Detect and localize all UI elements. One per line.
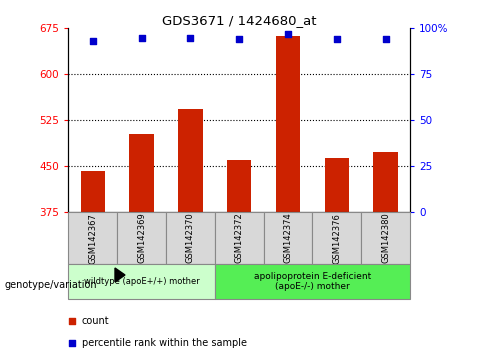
Bar bbox=[312, 212, 361, 264]
Text: wildtype (apoE+/+) mother: wildtype (apoE+/+) mother bbox=[83, 277, 200, 286]
Bar bbox=[227, 160, 251, 212]
Point bbox=[89, 38, 97, 44]
Polygon shape bbox=[115, 268, 125, 282]
Bar bbox=[117, 212, 166, 264]
Bar bbox=[373, 152, 398, 212]
Text: GSM142374: GSM142374 bbox=[284, 213, 292, 263]
Text: GSM142370: GSM142370 bbox=[186, 213, 195, 263]
Point bbox=[186, 35, 194, 40]
Text: count: count bbox=[82, 316, 110, 326]
Point bbox=[284, 31, 292, 37]
Point bbox=[138, 35, 145, 40]
Point bbox=[382, 36, 389, 42]
Text: GSM142367: GSM142367 bbox=[88, 213, 97, 263]
Bar bbox=[68, 264, 215, 299]
Bar bbox=[81, 171, 105, 212]
Bar bbox=[215, 212, 264, 264]
Text: genotype/variation: genotype/variation bbox=[5, 280, 98, 290]
Point bbox=[266, 63, 274, 68]
Text: apolipoprotein E-deficient
(apoE-/-) mother: apolipoprotein E-deficient (apoE-/-) mot… bbox=[254, 272, 371, 291]
Bar bbox=[325, 158, 349, 212]
Bar bbox=[166, 212, 215, 264]
Bar bbox=[178, 109, 203, 212]
Bar bbox=[276, 36, 300, 212]
Title: GDS3671 / 1424680_at: GDS3671 / 1424680_at bbox=[162, 14, 316, 27]
Bar bbox=[129, 134, 154, 212]
Text: GSM142380: GSM142380 bbox=[381, 213, 390, 263]
Text: GSM142376: GSM142376 bbox=[332, 213, 341, 263]
Point bbox=[235, 36, 243, 42]
Text: GSM142369: GSM142369 bbox=[137, 213, 146, 263]
Point bbox=[266, 257, 274, 263]
Bar bbox=[264, 212, 312, 264]
Bar bbox=[361, 212, 410, 264]
Bar bbox=[68, 212, 117, 264]
Bar bbox=[215, 264, 410, 299]
Text: GSM142372: GSM142372 bbox=[235, 213, 244, 263]
Point bbox=[333, 36, 341, 42]
Text: percentile rank within the sample: percentile rank within the sample bbox=[82, 338, 247, 348]
